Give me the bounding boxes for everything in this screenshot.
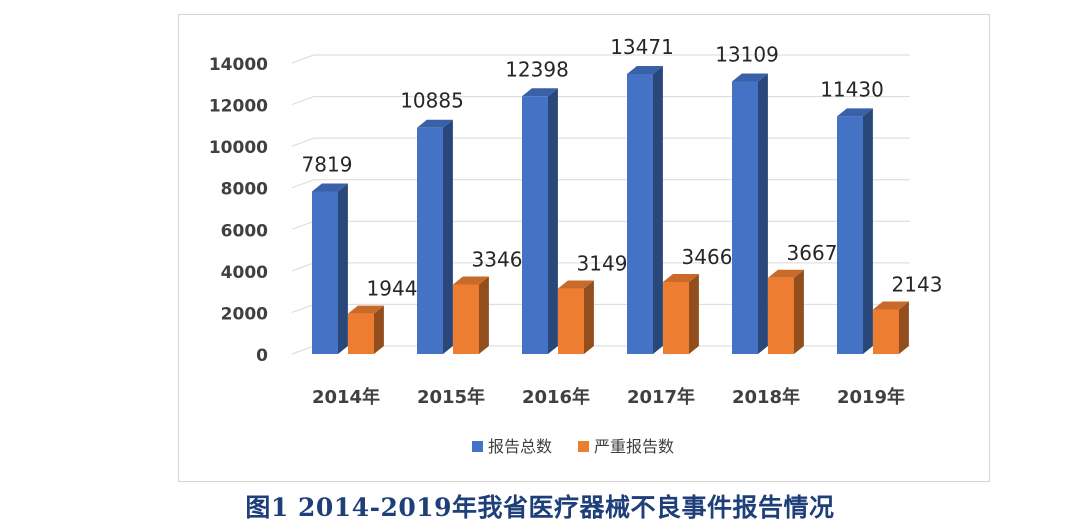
bar-serious xyxy=(873,309,899,354)
grid-side-line xyxy=(291,262,315,272)
x-tick-label: 2017年 xyxy=(627,386,695,408)
y-tick-label: 8000 xyxy=(221,180,268,200)
grid-side-line xyxy=(291,179,315,189)
bar-serious xyxy=(348,313,374,354)
grid-side-line xyxy=(291,220,315,230)
legend-swatch-total xyxy=(472,441,483,452)
legend-label-total: 报告总数 xyxy=(488,437,552,456)
y-tick-label: 4000 xyxy=(221,263,268,283)
x-tick-label: 2016年 xyxy=(522,386,590,408)
bar-top-serious xyxy=(348,305,384,314)
grid-side-line xyxy=(291,137,315,147)
bar-top-serious xyxy=(453,276,489,285)
bar-top-serious xyxy=(873,301,909,310)
y-tick-label: 14000 xyxy=(209,55,268,75)
y-tick-label: 12000 xyxy=(209,97,268,117)
data-label: 10885 xyxy=(400,89,464,113)
grid-side-line xyxy=(291,303,315,313)
bar-total xyxy=(732,81,758,354)
data-label: 12398 xyxy=(505,57,569,81)
grid-side-line xyxy=(291,54,315,64)
bar-top-total xyxy=(312,183,348,192)
bar-total xyxy=(312,191,338,354)
bar-side-serious xyxy=(479,276,489,354)
bar-total xyxy=(837,116,863,355)
bar-side-total xyxy=(548,88,558,355)
bar-total xyxy=(417,127,443,354)
bar-side-total xyxy=(863,108,873,355)
bar-side-serious xyxy=(584,280,594,354)
data-label: 3667 xyxy=(787,241,838,265)
legend-label-serious: 严重报告数 xyxy=(594,437,674,456)
bar-top-total xyxy=(627,65,663,74)
bar-serious xyxy=(663,281,689,354)
y-tick-label: 6000 xyxy=(221,221,268,241)
y-tick-label: 0 xyxy=(256,346,268,366)
bar-side-serious xyxy=(374,305,384,354)
legend-swatch-serious xyxy=(578,441,589,452)
data-label: 13471 xyxy=(610,35,674,59)
bar-total xyxy=(522,96,548,355)
bar-serious xyxy=(558,288,584,354)
x-tick-label: 2019年 xyxy=(837,386,905,408)
grid-side-line xyxy=(291,96,315,106)
bar-side-total xyxy=(653,65,663,355)
bar-top-serious xyxy=(558,280,594,289)
data-label: 3346 xyxy=(472,247,523,271)
bar-side-total xyxy=(758,73,768,354)
bar-top-serious xyxy=(663,273,699,282)
bar-serious xyxy=(453,284,479,354)
bar-top-total xyxy=(732,73,768,82)
bar-side-total xyxy=(338,183,348,354)
bar-side-serious xyxy=(689,273,699,354)
bar-total xyxy=(627,73,653,355)
bar-top-serious xyxy=(768,269,804,278)
bar-chart: 0 2000 4000 6000 8000 10000 12000 14000 7819 1944… xyxy=(209,35,943,456)
bar-side-serious xyxy=(794,269,804,354)
x-tick-label: 2015年 xyxy=(417,386,485,408)
data-label: 7819 xyxy=(302,152,353,176)
data-label: 13109 xyxy=(715,43,779,67)
data-label: 11430 xyxy=(820,77,884,101)
bar-top-total xyxy=(522,88,558,97)
grid-side-line xyxy=(291,345,315,355)
bar-side-serious xyxy=(899,301,909,354)
figure-caption: 图1 2014-2019年我省医疗器械不良事件报告情况 xyxy=(245,493,835,522)
bar-top-total xyxy=(837,108,873,117)
bar-serious xyxy=(768,277,794,354)
data-label: 3149 xyxy=(577,252,628,276)
bar-side-total xyxy=(443,119,453,354)
data-label: 1944 xyxy=(367,277,418,301)
data-label: 3466 xyxy=(682,245,733,269)
x-tick-label: 2014年 xyxy=(312,386,380,408)
y-tick-label: 2000 xyxy=(221,304,268,324)
bar-top-total xyxy=(417,119,453,128)
y-tick-label: 10000 xyxy=(209,138,268,158)
data-label: 2143 xyxy=(892,272,943,296)
x-tick-label: 2018年 xyxy=(732,386,800,408)
